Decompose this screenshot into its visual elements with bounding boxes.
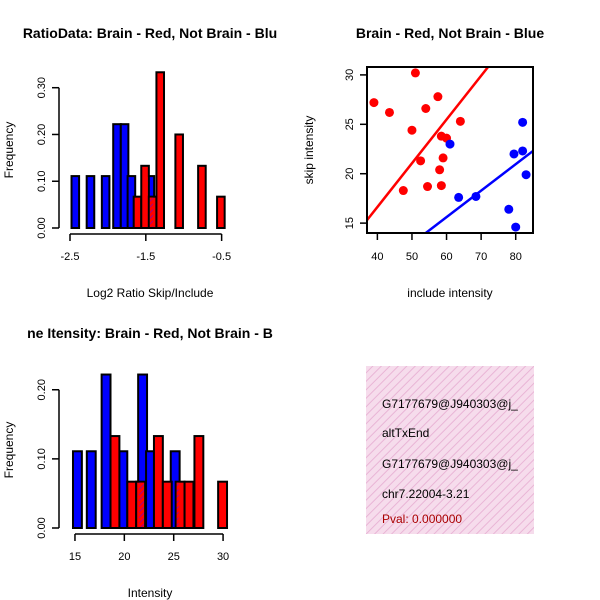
y-tick-label: 30	[344, 69, 356, 81]
brain-point-5	[416, 156, 426, 166]
y-tick-label: 0.20	[36, 379, 48, 400]
y-tick-label: 0.10	[36, 448, 48, 469]
info-box-background	[366, 366, 534, 534]
brain-point-9	[435, 165, 445, 175]
intensity-scatter-xlabel: include intensity	[407, 286, 492, 300]
x-tick-label: 50	[406, 251, 418, 263]
red-bar-8	[217, 480, 229, 530]
brain-point-6	[421, 104, 431, 113]
red-bar-5	[197, 164, 207, 230]
intensity-histogram-xlabel: Intensity	[128, 586, 173, 600]
red-bar-0	[109, 435, 121, 529]
ratio-histogram-ylabel: Frequency	[2, 122, 16, 179]
red-bar-6	[216, 195, 226, 230]
y-tick-label: 20	[344, 168, 356, 180]
x-tick-label: 30	[217, 551, 229, 563]
info-box: G7177679@J940303@j_ altTxEnd G7177679@J9…	[366, 366, 534, 534]
brain-point-10	[436, 181, 446, 191]
ratio-histogram-title: RatioData: Brain - Red, Not Brain - Blu	[23, 25, 277, 41]
brain-point-1	[384, 107, 394, 117]
not-brain-point-0	[445, 139, 455, 149]
x-tick-label: 20	[118, 551, 130, 563]
y-tick-label: 0.00	[36, 517, 48, 538]
brain-point-7	[423, 182, 433, 192]
y-tick-label: 15	[344, 217, 356, 229]
blue-bar-0	[71, 450, 83, 530]
y-tick-label: 0.10	[36, 171, 48, 192]
overlap-shading	[149, 197, 154, 227]
y-tick-label: 0.20	[36, 124, 48, 145]
x-tick-label: -1.5	[136, 251, 155, 263]
brain-point-8	[433, 92, 443, 102]
x-tick-label: -0.5	[212, 251, 231, 263]
not-brain-point-6	[518, 117, 528, 127]
red-bar-3	[152, 435, 164, 529]
blue-bar-1	[85, 175, 96, 229]
intensity-histogram-ylabel: Frequency	[2, 422, 16, 479]
x-tick-label: -2.5	[61, 251, 80, 263]
x-tick-label: 25	[168, 551, 180, 563]
info-line-1: G7177679@J940303@j_	[382, 397, 518, 411]
overlap-shading	[139, 482, 145, 527]
info-line-3: G7177679@J940303@j_	[382, 457, 518, 471]
intensity-scatter: Brain - Red, Not Brain - Blue include in…	[302, 25, 544, 300]
blue-bar-2	[100, 175, 111, 229]
x-tick-label: 70	[475, 251, 487, 263]
intensity-histogram: ne Itensity: Brain - Red, Not Brain - B …	[2, 325, 273, 600]
red-bar-1	[126, 480, 138, 530]
y-tick-label: 0.00	[36, 217, 48, 238]
brain-point-0	[369, 98, 379, 108]
x-tick-label: 40	[371, 251, 383, 263]
info-line-4: chr7.22004-3.21	[382, 487, 470, 501]
info-line-2: altTxEnd	[382, 426, 429, 440]
not-brain-point-1	[454, 192, 464, 202]
plot-frame	[366, 66, 534, 234]
not-brain-point-5	[511, 222, 521, 232]
pval-text: Pval: 0.000000	[382, 512, 462, 526]
not-brain-point-3	[504, 204, 514, 214]
ratio-histogram: RatioData: Brain - Red, Not Brain - Blu …	[2, 25, 277, 300]
brain-fit-line	[367, 67, 490, 221]
not-brain-point-2	[471, 191, 481, 201]
red-bar-4	[161, 480, 173, 530]
blue-bar-3	[112, 123, 122, 229]
blue-bar-0	[70, 175, 81, 229]
not-brain-point-8	[521, 170, 531, 180]
x-tick-label: 15	[69, 551, 81, 563]
red-bar-6	[183, 480, 195, 530]
y-tick-label: 0.30	[36, 77, 48, 98]
y-tick-label: 25	[344, 118, 356, 130]
not-brain-point-7	[518, 146, 528, 156]
red-bar-7	[193, 435, 205, 529]
x-tick-label: 80	[510, 251, 522, 263]
red-bar-3	[155, 71, 166, 229]
red-bar-4	[174, 133, 184, 229]
brain-point-12	[438, 153, 448, 163]
brain-point-4	[410, 68, 420, 78]
x-tick-label: 60	[440, 251, 452, 263]
intensity-scatter-title: Brain - Red, Not Brain - Blue	[356, 25, 544, 41]
brain-point-14	[455, 116, 465, 126]
blue-bar-1	[85, 450, 97, 530]
intensity-histogram-title: ne Itensity: Brain - Red, Not Brain - B	[27, 325, 273, 341]
ratio-histogram-xlabel: Log2 Ratio Skip/Include	[87, 286, 214, 300]
intensity-scatter-ylabel: skip intensity	[302, 116, 316, 185]
not-brain-fit-line	[425, 149, 533, 233]
not-brain-point-4	[509, 149, 519, 159]
brain-point-2	[398, 186, 408, 196]
blue-bar-2	[100, 373, 112, 529]
overlap-shading	[176, 482, 179, 527]
brain-point-3	[407, 125, 417, 135]
red-bar-0	[132, 195, 143, 230]
